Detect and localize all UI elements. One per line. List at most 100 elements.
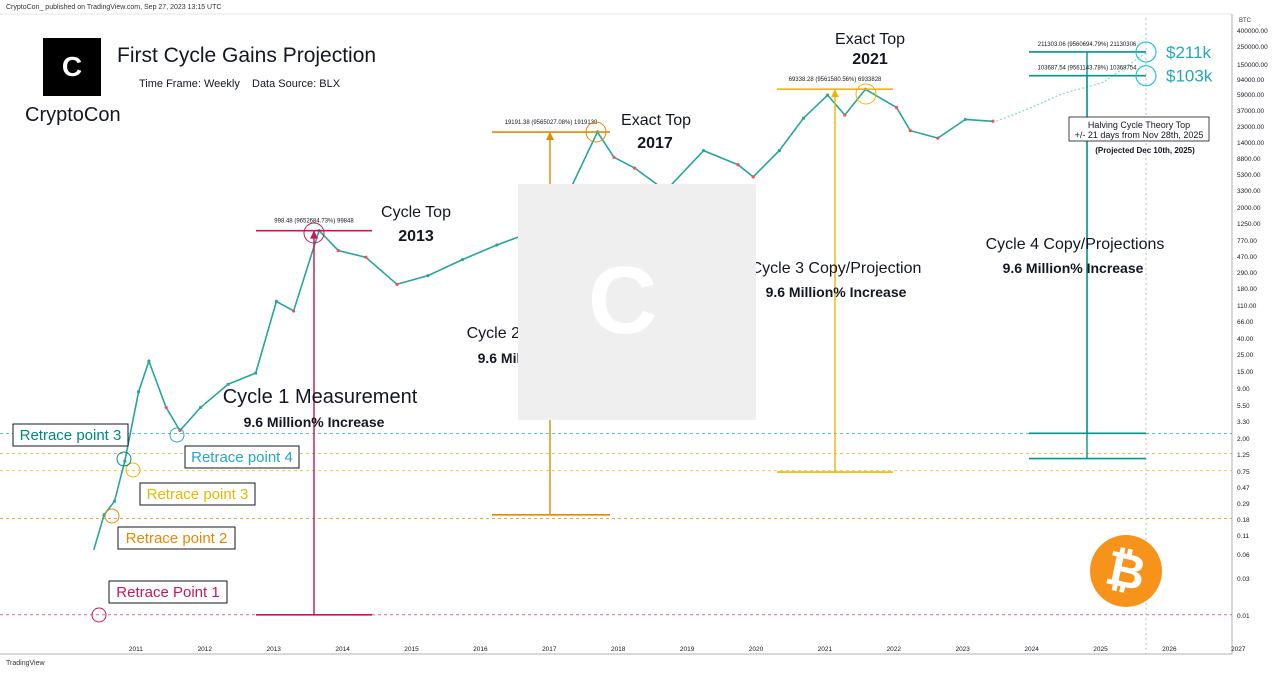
- watermark: C: [518, 184, 756, 420]
- y-tick-label: 9.00: [1237, 386, 1250, 393]
- halving-line3: (Projected Dec 10th, 2025): [1095, 146, 1195, 155]
- cycle2-arrow: [546, 132, 554, 141]
- y-tick-label: 2.00: [1237, 436, 1250, 443]
- price-point: [991, 119, 995, 123]
- y-tick-label: 14000.00: [1237, 140, 1264, 147]
- x-tick-label: 2016: [473, 646, 488, 653]
- y-tick-label: 5.50: [1237, 403, 1250, 410]
- cycle1-top-label: Cycle Top: [381, 204, 451, 221]
- price-point: [460, 257, 464, 262]
- retrace-point-marker: [125, 462, 141, 478]
- halving-line1: Halving Cycle Theory Top: [1088, 120, 1190, 130]
- cycle3-arrow: [831, 89, 839, 98]
- cycle3-top-label: Exact Top: [835, 31, 905, 48]
- y-tick-label: 470.00: [1237, 254, 1257, 261]
- price-point: [751, 175, 755, 179]
- cycle4-low-target-marker: [1135, 65, 1157, 87]
- y-tick-label: 66.00: [1237, 319, 1254, 326]
- cycle2-top-label: Exact Top: [621, 112, 691, 129]
- y-tick-label: 2000.00: [1237, 205, 1261, 212]
- price-point: [426, 273, 430, 278]
- retrace-point-marker: [116, 451, 132, 467]
- y-tick-label: 110.00: [1237, 303, 1257, 310]
- price-point: [226, 382, 230, 386]
- retrace-point-label: Retrace point 3: [147, 486, 249, 503]
- x-tick-label: 2026: [1162, 646, 1177, 653]
- cycle1-top-marker: [303, 222, 325, 244]
- y-tick-label: 59000.00: [1237, 92, 1264, 99]
- y-tick-label: 1250.00: [1237, 221, 1261, 228]
- cycle4-pct-label: 9.6 Million% Increase: [1003, 260, 1144, 276]
- cycle4-high-measure-label: 211303.06 (9560694.79%) 21130306: [1038, 42, 1137, 48]
- y-tick-label: 1.25: [1237, 452, 1250, 459]
- halving-line2: +/- 21 days from Nov 28th, 2025: [1075, 130, 1204, 140]
- logo-letter: C: [61, 51, 83, 82]
- y-tick-label: 15.00: [1237, 369, 1254, 376]
- retrace-point-box: [139, 482, 256, 506]
- price-point: [136, 390, 141, 394]
- price-point: [963, 117, 967, 122]
- y-tick-label: 250000.00: [1237, 44, 1268, 51]
- retrace-point-box: [184, 445, 300, 469]
- y-tick-label: 3.30: [1237, 419, 1250, 426]
- x-tick-label: 2021: [818, 646, 833, 653]
- price-point: [336, 248, 340, 253]
- cycle2-top-marker: [585, 121, 607, 143]
- price-point: [274, 299, 278, 303]
- price-point: [254, 371, 258, 375]
- time-frame-label: Time Frame: Weekly: [139, 78, 240, 90]
- halving-box: [1068, 116, 1210, 142]
- y-tick-label: 0.06: [1237, 552, 1250, 559]
- x-tick-label: 2017: [542, 646, 557, 653]
- cycle4-low-measure-label: 103687.54 (9561143.78%) 10368754: [1038, 66, 1138, 72]
- x-tick-label: 2013: [266, 646, 281, 653]
- x-tick-label: 2027: [1231, 646, 1246, 653]
- price-point: [825, 93, 830, 97]
- bitcoin-logo-icon: ₿: [1090, 535, 1162, 607]
- x-tick-label: 2015: [404, 646, 419, 653]
- tradingview-footer: TradingView: [6, 660, 45, 667]
- price-point: [612, 155, 616, 159]
- cycle1-top-year: 2013: [398, 228, 434, 245]
- cycle3-measure-label: Cycle 3 Copy/Projection: [751, 260, 922, 277]
- y-tick-label: 400000.00: [1237, 28, 1268, 35]
- price-point: [123, 459, 127, 463]
- axis-unit-label: BTC: [1239, 18, 1251, 24]
- cycle3-pct-label: 9.6 Million% Increase: [766, 284, 907, 300]
- y-tick-label: 290.00: [1237, 270, 1257, 277]
- y-tick-label: 0.03: [1237, 576, 1250, 583]
- cycle4-measure-label: Cycle 4 Copy/Projections: [986, 236, 1165, 253]
- price-point: [936, 136, 940, 140]
- x-tick-label: 2011: [129, 646, 143, 653]
- retrace-point-label: Retrace point 4: [191, 449, 293, 466]
- x-tick-label: 2025: [1093, 646, 1108, 653]
- retrace-point-marker: [104, 508, 120, 524]
- cycle1-pct-label: 9.6 Million% Increase: [244, 414, 385, 430]
- y-tick-label: 770.00: [1237, 238, 1257, 245]
- cycle4-target-low-label: $103k: [1166, 67, 1213, 86]
- y-tick-label: 94000.00: [1237, 77, 1264, 84]
- cycle2-measure-label: 19191.38 (9565027.08%) 1919138: [505, 120, 598, 126]
- x-tick-label: 2022: [887, 646, 902, 653]
- retrace-point-box: [12, 423, 129, 447]
- price-point: [178, 428, 182, 433]
- y-tick-label: 0.75: [1237, 469, 1250, 476]
- x-tick-label: 2012: [198, 646, 213, 653]
- x-tick-label: 2019: [680, 646, 695, 653]
- retrace-point-label: Retrace point 2: [126, 530, 228, 547]
- cycle4-target-high-label: $211k: [1166, 43, 1212, 62]
- cycle4-high-target-marker: [1135, 41, 1157, 63]
- y-tick-label: 40.00: [1237, 336, 1254, 343]
- data-source-label: Data Source: BLX: [252, 78, 341, 90]
- cycle1-measure-label: Cycle 1 Measurement: [223, 386, 418, 408]
- x-tick-label: 2018: [611, 646, 626, 653]
- y-tick-label: 5300.00: [1237, 172, 1261, 179]
- price-point: [894, 105, 899, 110]
- y-tick-label: 3300.00: [1237, 188, 1261, 195]
- x-tick-label: 2014: [335, 646, 350, 653]
- watermark-glyph: C: [588, 247, 658, 354]
- y-tick-label: 0.29: [1237, 501, 1250, 508]
- retrace-point-marker: [91, 607, 107, 623]
- chart-title: First Cycle Gains Projection: [117, 44, 377, 67]
